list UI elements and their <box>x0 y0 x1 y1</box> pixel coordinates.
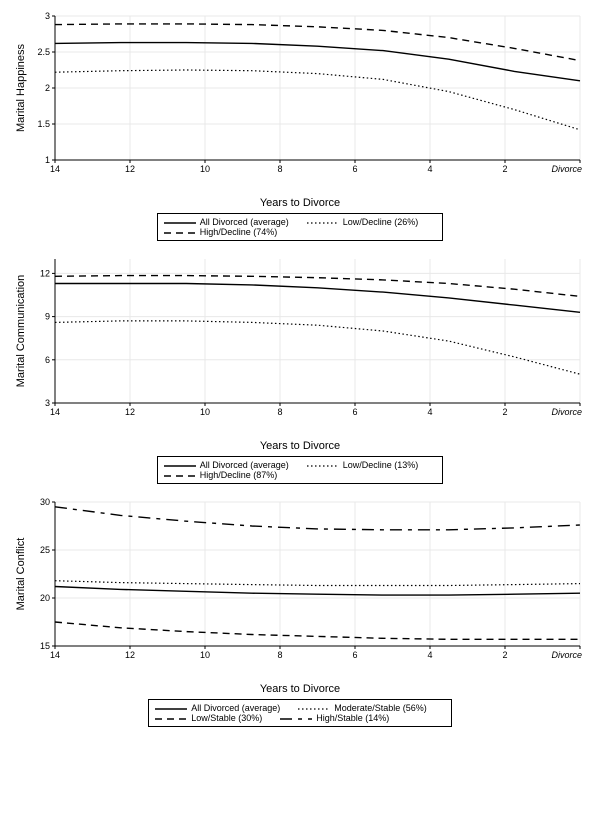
svg-text:Divorce: Divorce <box>551 164 582 174</box>
chart-happiness: 11.522.531412108642DivorceMarital Happin… <box>10 10 590 190</box>
legend-swatch <box>155 713 187 723</box>
svg-text:3: 3 <box>45 11 50 21</box>
svg-text:14: 14 <box>50 407 60 417</box>
svg-text:8: 8 <box>277 407 282 417</box>
legend-label: Low/Decline (13%) <box>343 460 419 470</box>
svg-text:2: 2 <box>502 164 507 174</box>
legend-item: All Divorced (average) <box>155 703 280 713</box>
svg-text:Divorce: Divorce <box>551 407 582 417</box>
legend-label: All Divorced (average) <box>200 217 289 227</box>
legend-swatch <box>307 217 339 227</box>
svg-text:14: 14 <box>50 164 60 174</box>
legend-swatch <box>164 217 196 227</box>
svg-text:Divorce: Divorce <box>551 650 582 660</box>
svg-text:10: 10 <box>200 650 210 660</box>
svg-text:2: 2 <box>502 650 507 660</box>
legend-swatch <box>164 227 196 237</box>
legend-label: High/Decline (74%) <box>200 227 278 237</box>
legend-swatch <box>307 460 339 470</box>
panel-happiness: 11.522.531412108642DivorceMarital Happin… <box>10 10 590 241</box>
svg-text:4: 4 <box>427 407 432 417</box>
svg-text:Marital Conflict: Marital Conflict <box>15 538 27 611</box>
svg-text:12: 12 <box>125 407 135 417</box>
legend-item: All Divorced (average) <box>164 217 289 227</box>
x-axis-label: Years to Divorce <box>10 197 590 209</box>
legend-swatch <box>298 703 330 713</box>
legend-item: High/Decline (74%) <box>164 227 278 237</box>
legend-swatch <box>280 713 312 723</box>
svg-text:1.5: 1.5 <box>37 119 50 129</box>
svg-text:2: 2 <box>502 407 507 417</box>
legend-label: High/Stable (14%) <box>316 713 389 723</box>
svg-text:2.5: 2.5 <box>37 47 50 57</box>
svg-text:6: 6 <box>352 650 357 660</box>
panel-communication: 369121412108642DivorceMarital Communicat… <box>10 253 590 484</box>
legend: All Divorced (average) Low/Decline (13%)… <box>157 456 444 484</box>
svg-text:20: 20 <box>40 593 50 603</box>
svg-text:25: 25 <box>40 545 50 555</box>
legend-label: Moderate/Stable (56%) <box>334 703 427 713</box>
legend-label: Low/Stable (30%) <box>191 713 262 723</box>
svg-text:4: 4 <box>427 650 432 660</box>
panel-conflict: 15 20 25 30 14 12 10 8 6 4 2 Divorce Marital Conflic… <box>10 496 590 727</box>
svg-text:9: 9 <box>45 312 50 322</box>
legend-label: All Divorced (average) <box>191 703 280 713</box>
legend-swatch <box>164 470 196 480</box>
legend-item: Moderate/Stable (56%) <box>298 703 427 713</box>
svg-text:12: 12 <box>125 650 135 660</box>
svg-text:2: 2 <box>45 83 50 93</box>
svg-text:10: 10 <box>200 164 210 174</box>
legend-label: High/Decline (87%) <box>200 470 278 480</box>
legend: All Divorced (average) Low/Decline (26%)… <box>157 213 444 241</box>
svg-text:8: 8 <box>277 164 282 174</box>
legend-item: Low/Decline (26%) <box>307 217 419 227</box>
legend-item: Low/Decline (13%) <box>307 460 419 470</box>
legend-label: Low/Decline (26%) <box>343 217 419 227</box>
svg-text:14: 14 <box>50 650 60 660</box>
legend-label: All Divorced (average) <box>200 460 289 470</box>
legend-item: All Divorced (average) <box>164 460 289 470</box>
chart-conflict: 15 20 25 30 14 12 10 8 6 4 2 Divorce Marital Conflic… <box>10 496 590 676</box>
x-axis-label: Years to Divorce <box>10 440 590 452</box>
svg-text:30: 30 <box>40 497 50 507</box>
legend-swatch <box>164 460 196 470</box>
svg-text:4: 4 <box>427 164 432 174</box>
svg-text:12: 12 <box>125 164 135 174</box>
svg-text:15: 15 <box>40 641 50 651</box>
svg-text:8: 8 <box>277 650 282 660</box>
svg-text:6: 6 <box>45 355 50 365</box>
figure-root: 11.522.531412108642DivorceMarital Happin… <box>10 10 590 727</box>
svg-text:6: 6 <box>352 407 357 417</box>
svg-text:6: 6 <box>352 164 357 174</box>
legend: All Divorced (average) Moderate/Stable (… <box>148 699 452 727</box>
legend-swatch <box>155 703 187 713</box>
legend-item: High/Stable (14%) <box>280 713 389 723</box>
x-axis-label: Years to Divorce <box>10 683 590 695</box>
legend-item: Low/Stable (30%) <box>155 713 262 723</box>
chart-communication: 369121412108642DivorceMarital Communicat… <box>10 253 590 433</box>
svg-text:Marital Communication: Marital Communication <box>15 275 27 387</box>
legend-item: High/Decline (87%) <box>164 470 278 480</box>
svg-text:10: 10 <box>200 407 210 417</box>
svg-text:12: 12 <box>40 268 50 278</box>
svg-text:Marital Happiness: Marital Happiness <box>15 43 27 132</box>
